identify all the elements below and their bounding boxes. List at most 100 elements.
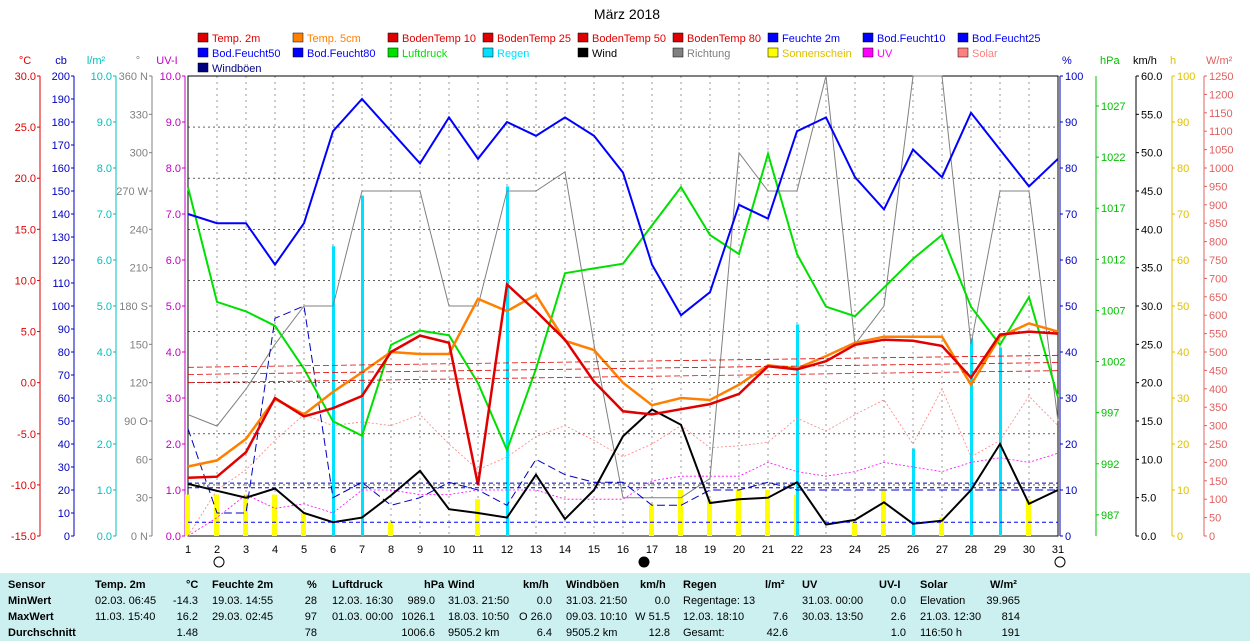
series-solar — [187, 387, 1059, 537]
stats-cell: 09.03. 10:10 — [566, 611, 628, 623]
x-tick-label: 26 — [907, 544, 919, 556]
y-tick-label: 2.0 — [97, 439, 112, 451]
stats-row-label: MinWert — [8, 595, 52, 607]
series-temp-2m — [187, 281, 1059, 486]
bar-sonnenschein — [272, 494, 277, 536]
y-tick-label: 90 — [58, 324, 70, 336]
stats-value: 1.48 — [176, 627, 198, 639]
y-tick-label: 20.0 — [15, 173, 36, 185]
y-tick-label: 180 S — [119, 301, 148, 313]
y-tick-label: 0 — [64, 531, 70, 543]
y-tick-label: 100 — [1065, 71, 1083, 83]
stats-cell: 29.03. 02:45 — [212, 611, 274, 623]
stats-row-label: MaxWert — [8, 611, 54, 623]
y-tick-label: 30 — [136, 493, 148, 505]
y-tick-label: 5.0 — [21, 327, 36, 339]
y-tick-label: 250 — [1209, 439, 1227, 451]
series-temp-5cm — [187, 293, 1059, 468]
y-tick-label: 600 — [1209, 310, 1227, 322]
series-feuchte-2m — [187, 97, 1059, 317]
legend-label: Richtung — [687, 48, 730, 60]
stats-value: 2.6 — [890, 611, 906, 623]
y-tick-label: 950 — [1209, 181, 1227, 193]
y-tick-label: 1050 — [1209, 145, 1233, 157]
stats-header: °C — [186, 579, 199, 591]
bar-sonnenschein — [649, 503, 654, 536]
y-tick-label: 80 — [1177, 163, 1189, 175]
legend: Temp. 2m Temp. 5cm BodenTemp 10 BodenTemp 2… — [197, 32, 1041, 75]
y-axis-unit: % — [1062, 55, 1072, 67]
y-tick-label: 1027 — [1101, 101, 1125, 113]
stats-header: UV-I — [879, 579, 901, 591]
y-tick-label: -5.0 — [17, 429, 36, 441]
bar-sonnenschein — [243, 494, 248, 536]
x-tick-label: 30 — [1023, 544, 1035, 556]
stats-value: 191 — [1001, 627, 1020, 639]
legend-swatch — [292, 47, 304, 58]
x-tick-label: 14 — [559, 544, 571, 556]
y-tick-label: 10 — [1177, 485, 1189, 497]
x-tick-label: 29 — [994, 544, 1006, 556]
y-tick-label: 30.0 — [15, 71, 36, 83]
stats-value: 42.6 — [766, 627, 788, 639]
y-tick-label: 7.0 — [97, 209, 112, 221]
stats-header: Sensor — [8, 579, 46, 591]
stats-value: 1026.1 — [401, 611, 435, 623]
legend-label: BodenTemp 25 — [497, 33, 571, 45]
y-tick-label: 90 — [1065, 117, 1077, 129]
legend-swatch — [957, 47, 969, 58]
y-tick-label: 1022 — [1101, 152, 1125, 164]
y-tick-label: 40 — [1177, 347, 1189, 359]
stats-value: 39.965 — [986, 595, 1020, 607]
stats-cell: 21.03. 12:30 — [920, 611, 982, 623]
y-axis-unit: l/m² — [87, 55, 106, 67]
legend-label: BodenTemp 10 — [402, 33, 476, 45]
stats-value: 28 — [304, 595, 317, 607]
legend-label: Windböen — [212, 63, 262, 75]
y-tick-label: 550 — [1209, 329, 1227, 341]
y-tick-label: 40 — [1065, 347, 1077, 359]
y-tick-label: 0 — [1065, 531, 1071, 543]
bar-sonnenschein — [475, 499, 480, 536]
y-tick-label: -15.0 — [11, 531, 36, 543]
legend-swatch — [292, 32, 304, 43]
y-tick-label: 20 — [1065, 439, 1077, 451]
legend-label: BodenTemp 80 — [687, 33, 761, 45]
legend-label: Bod.Feucht25 — [972, 33, 1041, 45]
y-tick-label: 6.0 — [97, 255, 112, 267]
stats-header: W/m² — [990, 579, 1017, 591]
stats-value: 6.4 — [536, 627, 552, 639]
y-tick-label: 120 — [130, 378, 148, 390]
bar-sonnenschein — [736, 490, 741, 536]
series-wind — [187, 408, 1059, 526]
legend-label: Temp. 2m — [212, 33, 260, 45]
y-tick-label: 20.0 — [1141, 378, 1162, 390]
y-tick-label: 200 — [52, 71, 70, 83]
y-tick-label: 130 — [52, 232, 70, 244]
y-tick-label: 50 — [1177, 301, 1189, 313]
statistics-table: Sensor Temp. 2m °C Feuchte 2m% Luftdruck hPa W… — [0, 573, 1250, 641]
x-tick-label: 9 — [417, 544, 423, 556]
y-tick-label: 0.0 — [166, 531, 181, 543]
y-tick-label: 0 N — [131, 531, 148, 543]
y-tick-label: 150 — [52, 186, 70, 198]
bar-regen — [999, 347, 1002, 536]
y-tick-label: 450 — [1209, 365, 1227, 377]
stats-value: 97 — [304, 611, 317, 623]
y-tick-label: 150 — [1209, 476, 1227, 488]
legend-swatch — [577, 32, 589, 43]
stats-header: UV — [802, 579, 818, 591]
stats-cell: 31.03. 21:50 — [566, 595, 628, 607]
y-tick-label: 20 — [58, 485, 70, 497]
y-tick-label: 10.0 — [1141, 454, 1162, 466]
stats-header: Windböen — [566, 579, 620, 591]
moon-full-icon — [1054, 556, 1066, 568]
stats-cell: 02.03. 06:45 — [95, 595, 157, 607]
stats-cell: 19.03. 14:55 — [212, 595, 274, 607]
y-tick-label: 35.0 — [1141, 263, 1162, 275]
legend-swatch — [387, 47, 399, 58]
y-tick-label: 900 — [1209, 200, 1227, 212]
stats-header: Feuchte 2m — [212, 579, 274, 591]
stats-cell: 12.03. 18:10 — [683, 611, 745, 623]
stats-header: km/h — [640, 579, 666, 591]
